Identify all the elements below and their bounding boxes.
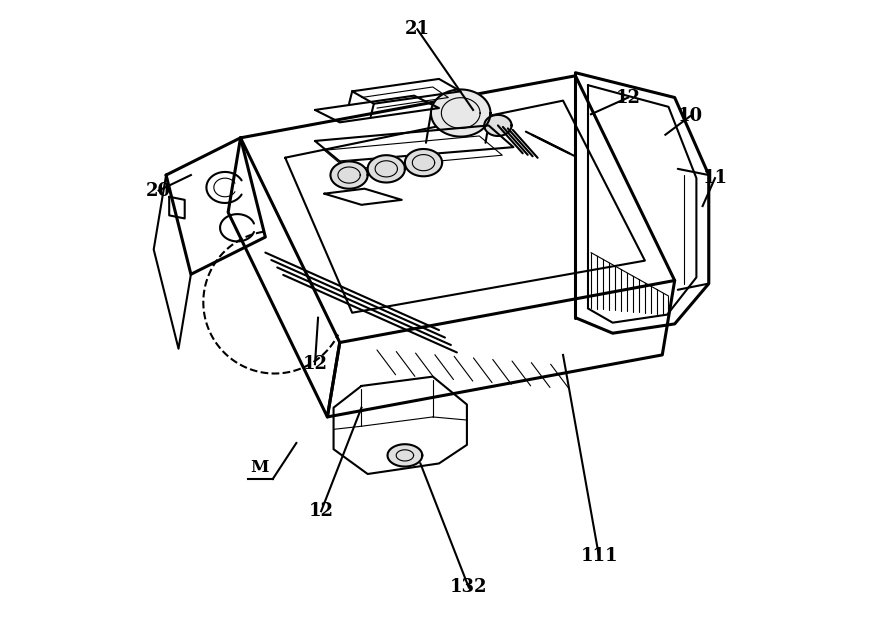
Polygon shape bbox=[431, 90, 490, 136]
Polygon shape bbox=[387, 444, 422, 467]
Text: 12: 12 bbox=[615, 88, 640, 107]
Text: 132: 132 bbox=[450, 579, 487, 596]
Text: 20: 20 bbox=[146, 181, 171, 199]
Polygon shape bbox=[484, 115, 511, 136]
Text: 10: 10 bbox=[677, 107, 702, 125]
Polygon shape bbox=[367, 155, 404, 183]
Text: 111: 111 bbox=[580, 548, 617, 566]
Text: M: M bbox=[250, 459, 268, 477]
Text: 12: 12 bbox=[302, 355, 327, 373]
Polygon shape bbox=[404, 149, 442, 176]
Polygon shape bbox=[330, 161, 367, 189]
Text: 21: 21 bbox=[404, 21, 430, 38]
Text: 12: 12 bbox=[309, 502, 333, 520]
Text: 11: 11 bbox=[702, 169, 727, 187]
